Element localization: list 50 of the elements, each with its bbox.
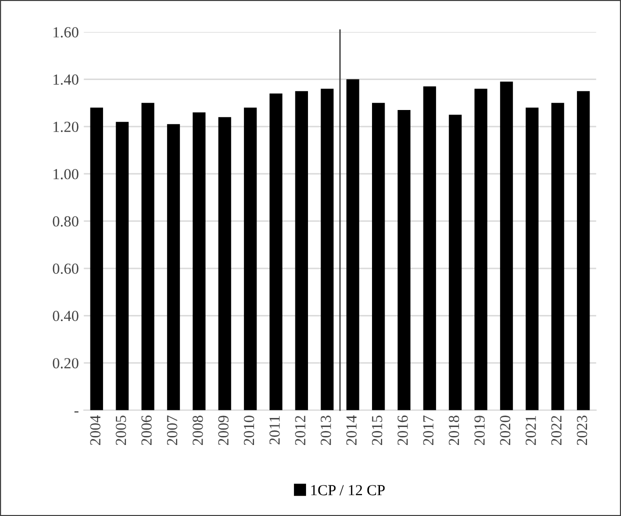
x-tick-label: 2008 bbox=[192, 416, 203, 445]
bar bbox=[448, 114, 462, 410]
y-tick-label: 1.20 bbox=[54, 122, 78, 132]
bar bbox=[398, 110, 410, 410]
x-tick-label: 2013 bbox=[320, 416, 332, 445]
x-tick-label: 2012 bbox=[295, 416, 306, 445]
bar bbox=[423, 86, 436, 410]
y-tick-label: 0.40 bbox=[52, 310, 78, 322]
bar bbox=[295, 91, 308, 410]
bar bbox=[218, 117, 232, 410]
bar bbox=[167, 124, 180, 410]
bar bbox=[141, 102, 154, 410]
x-tick-label: 2019 bbox=[474, 416, 485, 445]
x-tick-label: 2007 bbox=[167, 416, 178, 445]
bar bbox=[346, 79, 360, 410]
x-tick-label: 2023 bbox=[576, 416, 588, 445]
y-tick-label: 0.20 bbox=[52, 358, 78, 368]
bar bbox=[116, 122, 129, 410]
x-tick-label: 2005 bbox=[116, 416, 126, 445]
bar bbox=[90, 108, 104, 410]
y-tick-label: 0.80 bbox=[52, 216, 78, 227]
x-tick-label: 2018 bbox=[448, 416, 460, 445]
x-tick-label: 2020 bbox=[500, 416, 510, 445]
y-tick-label: 1.40 bbox=[54, 74, 78, 85]
x-tick-label: 2010 bbox=[244, 416, 254, 445]
legend-label: 1CP / 12 CP bbox=[311, 485, 385, 496]
x-tick-label: 2021 bbox=[526, 416, 536, 445]
bar bbox=[320, 88, 334, 410]
x-tick-label: 2014 bbox=[346, 415, 357, 445]
bar bbox=[244, 108, 257, 410]
bar bbox=[474, 88, 488, 410]
y-tick-label: 1.60 bbox=[54, 27, 78, 38]
bar bbox=[551, 102, 564, 410]
bar bbox=[576, 91, 590, 410]
x-tick-label: 2016 bbox=[398, 416, 408, 445]
x-tick-label: 2015 bbox=[372, 416, 382, 445]
x-tick-label: 2004 bbox=[90, 415, 100, 445]
bar bbox=[270, 93, 282, 410]
y-tick-label: 0.60 bbox=[52, 264, 78, 274]
x-tick-label: 2011 bbox=[269, 416, 280, 444]
bar bbox=[526, 108, 539, 410]
x-tick-label: 2022 bbox=[551, 416, 562, 445]
x-tick-label: 2006 bbox=[141, 416, 152, 445]
x-tick-label: 2009 bbox=[218, 416, 229, 445]
bar bbox=[372, 102, 385, 410]
bar bbox=[192, 112, 206, 410]
x-tick-label: 2017 bbox=[423, 416, 434, 445]
y-tick-label: 1.00 bbox=[54, 168, 78, 180]
bar bbox=[500, 82, 513, 410]
y-tick-label: - bbox=[74, 411, 78, 412]
